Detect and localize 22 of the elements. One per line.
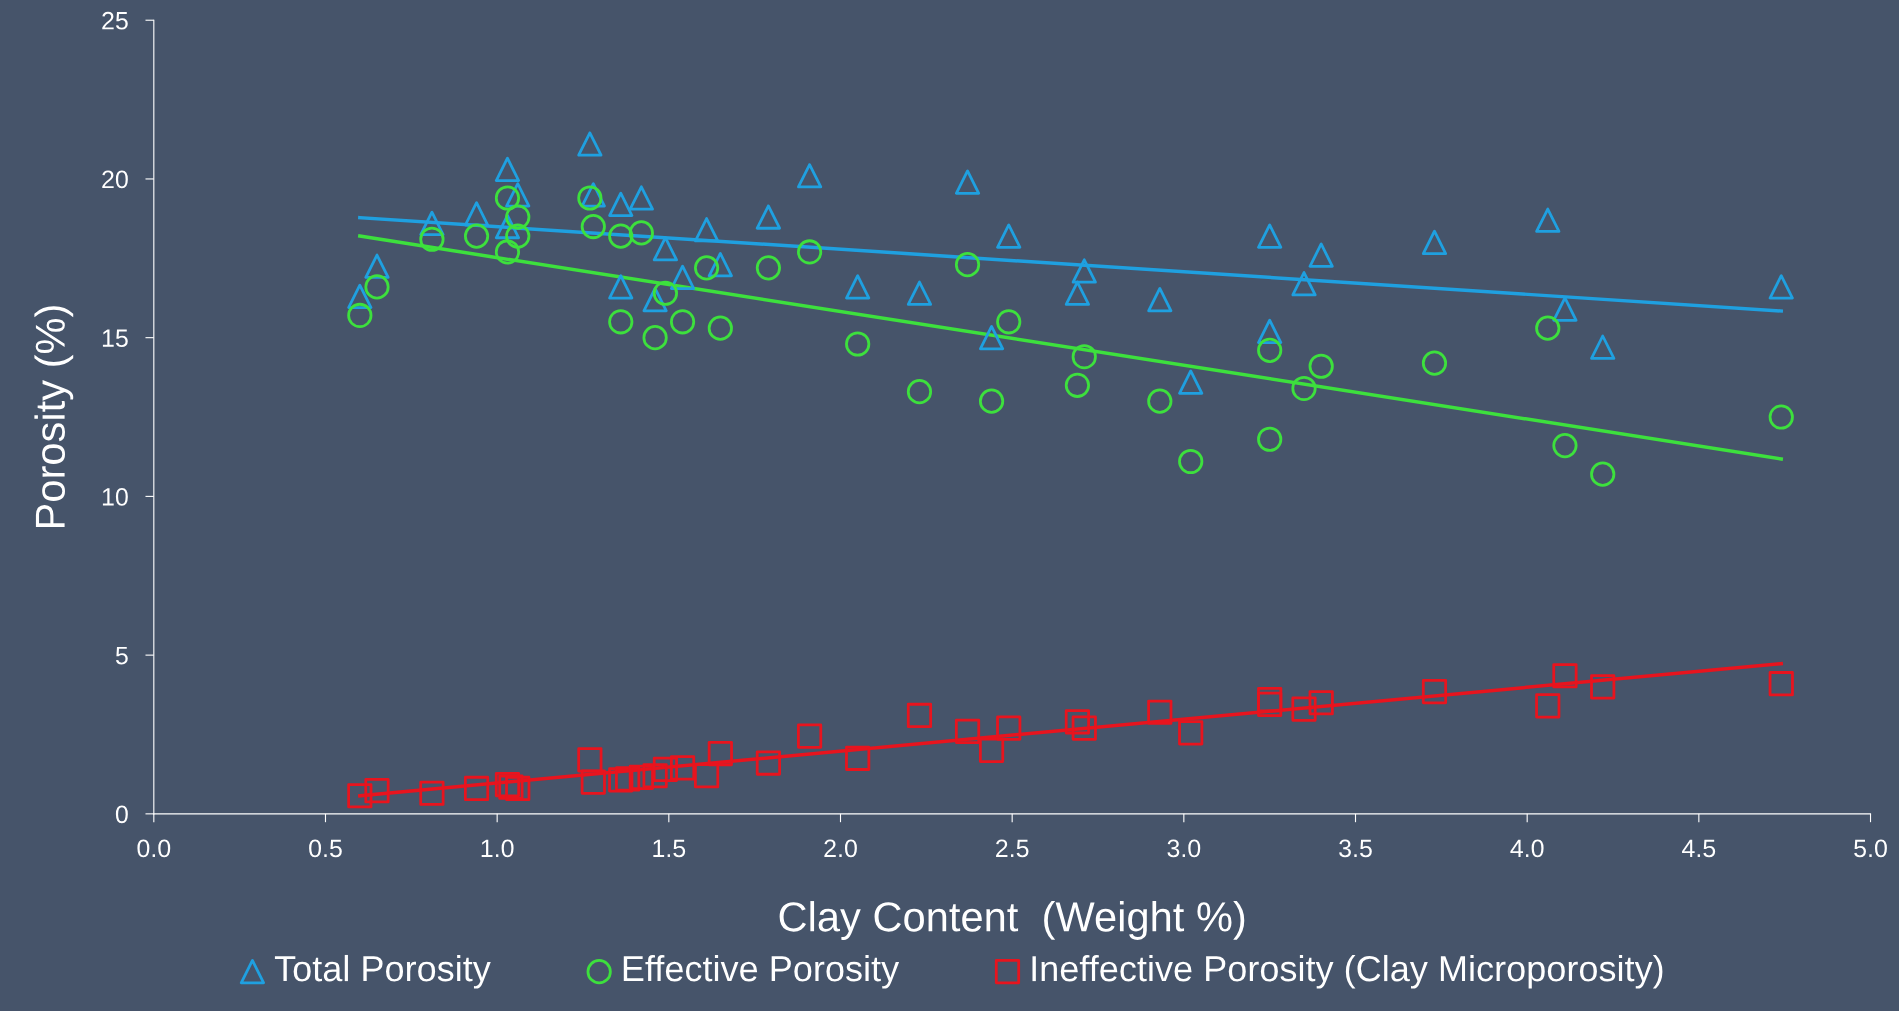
x-tick-label: 0.0	[137, 839, 171, 858]
y-tick-label: 0	[115, 805, 128, 824]
y-axis-title: Porosity (%)	[34, 306, 74, 528]
x-tick-label: 3.5	[1339, 839, 1372, 858]
x-tick-label: 2.5	[996, 839, 1029, 858]
x-tick-label: 1.5	[653, 839, 686, 858]
x-tick-label: 5.0	[1854, 839, 1887, 858]
y-tick-label: 25	[102, 11, 128, 30]
y-tick-label: 20	[102, 170, 128, 189]
x-tick-label: 2.0	[824, 839, 857, 858]
x-tick-label: 1.0	[481, 839, 514, 858]
x-axis-title: Clay Content (Weight %)	[779, 901, 1245, 940]
y-tick-label: 5	[115, 646, 128, 665]
legend-label: Ineffective Porosity (Clay Microporosity)	[1032, 954, 1663, 989]
y-tick-label: 10	[102, 488, 128, 506]
y-tick-label: 15	[102, 329, 128, 347]
legend-label: Total Porosity	[274, 954, 491, 989]
x-tick-label: 4.5	[1682, 839, 1716, 858]
x-tick-label: 3.0	[1167, 839, 1201, 858]
x-tick-label: 0.5	[309, 839, 342, 858]
legend-label: Effective Porosity	[623, 954, 900, 989]
x-tick-label: 4.0	[1510, 839, 1544, 858]
